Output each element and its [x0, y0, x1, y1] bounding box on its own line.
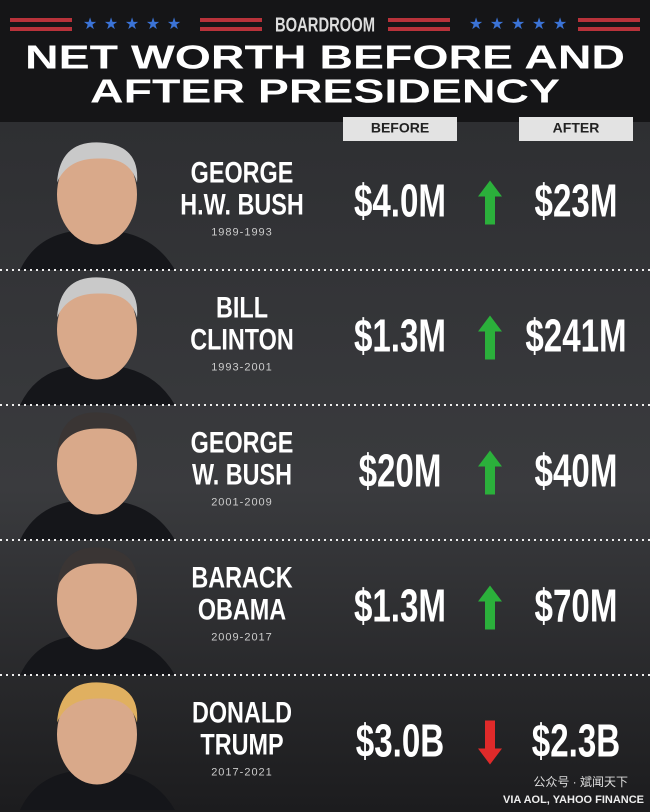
- term-years: 1993-2001: [211, 361, 273, 373]
- portrait-suit: [20, 770, 175, 810]
- president-name: BILL: [216, 291, 268, 324]
- portrait-face: [57, 279, 137, 380]
- change-arrow: [478, 315, 502, 360]
- svg-text:★: ★: [125, 16, 139, 33]
- portrait-face: [57, 144, 137, 245]
- after-value: $241M: [525, 311, 626, 361]
- before-value: $20M: [359, 446, 442, 496]
- header-stripes: [10, 18, 640, 31]
- president-name: GEORGE: [191, 156, 294, 189]
- change-arrow: [478, 180, 502, 225]
- before-value: $1.3M: [354, 581, 446, 631]
- after-value: $2.3B: [532, 716, 620, 766]
- header-stars: ★ ★ ★ ★ ★ ★ ★ ★ ★ ★: [83, 16, 567, 33]
- portrait-suit: [20, 635, 175, 675]
- change-arrow: [478, 450, 502, 495]
- portrait-suit: [20, 230, 175, 270]
- svg-text:★: ★: [553, 16, 567, 33]
- after-value: $70M: [535, 581, 618, 631]
- brand: BOARDROOM: [275, 14, 375, 36]
- before-value: $3.0B: [356, 716, 444, 766]
- president-name: CLINTON: [190, 323, 294, 356]
- portrait-hair: [57, 547, 138, 588]
- before-value: $1.3M: [354, 311, 446, 361]
- before-value: $4.0M: [354, 176, 446, 226]
- portrait-hair: [57, 412, 138, 453]
- portrait-hair: [57, 277, 138, 318]
- portrait-hair: [57, 142, 138, 183]
- title-line: AFTER PRESIDENCY: [90, 73, 560, 110]
- change-arrow: [478, 720, 502, 765]
- portrait-face: [57, 549, 137, 650]
- column-header: AFTER: [553, 120, 600, 136]
- svg-text:★: ★: [146, 16, 160, 33]
- svg-text:★: ★: [532, 16, 546, 33]
- source: VIA AOL, YAHOO FINANCE: [503, 794, 644, 806]
- svg-text:★: ★: [511, 16, 525, 33]
- president-name: BARACK: [191, 561, 293, 594]
- portrait-suit: [20, 365, 175, 405]
- term-years: 2009-2017: [211, 631, 273, 643]
- president-name: DONALD: [192, 696, 292, 729]
- column-header: BEFORE: [371, 120, 429, 136]
- portrait-face: [57, 414, 137, 515]
- column-header-box: [343, 117, 457, 141]
- column-header-box: [519, 117, 633, 141]
- header-band: [0, 0, 650, 122]
- svg-text:★: ★: [104, 16, 118, 33]
- svg-text:★: ★: [490, 16, 504, 33]
- portrait-hair: [57, 682, 138, 723]
- president-name: W. BUSH: [192, 458, 292, 491]
- president-name: OBAMA: [198, 593, 286, 626]
- svg-text:★: ★: [83, 16, 97, 33]
- after-value: $40M: [535, 446, 618, 496]
- after-value: $23M: [535, 176, 618, 226]
- term-years: 2017-2021: [211, 766, 273, 778]
- change-arrow: [478, 585, 502, 630]
- watermark: 公众号 · 斌闻天下: [533, 775, 628, 789]
- svg-text:★: ★: [469, 16, 483, 33]
- term-years: 2001-2009: [211, 496, 273, 508]
- portrait-face: [57, 684, 137, 785]
- title-line: NET WORTH BEFORE AND: [25, 39, 625, 76]
- term-years: 1989-1993: [211, 226, 273, 238]
- portrait-suit: [20, 500, 175, 540]
- president-name: TRUMP: [200, 728, 283, 761]
- president-name: GEORGE: [191, 426, 294, 459]
- president-name: H.W. BUSH: [180, 188, 303, 221]
- svg-text:★: ★: [167, 16, 181, 33]
